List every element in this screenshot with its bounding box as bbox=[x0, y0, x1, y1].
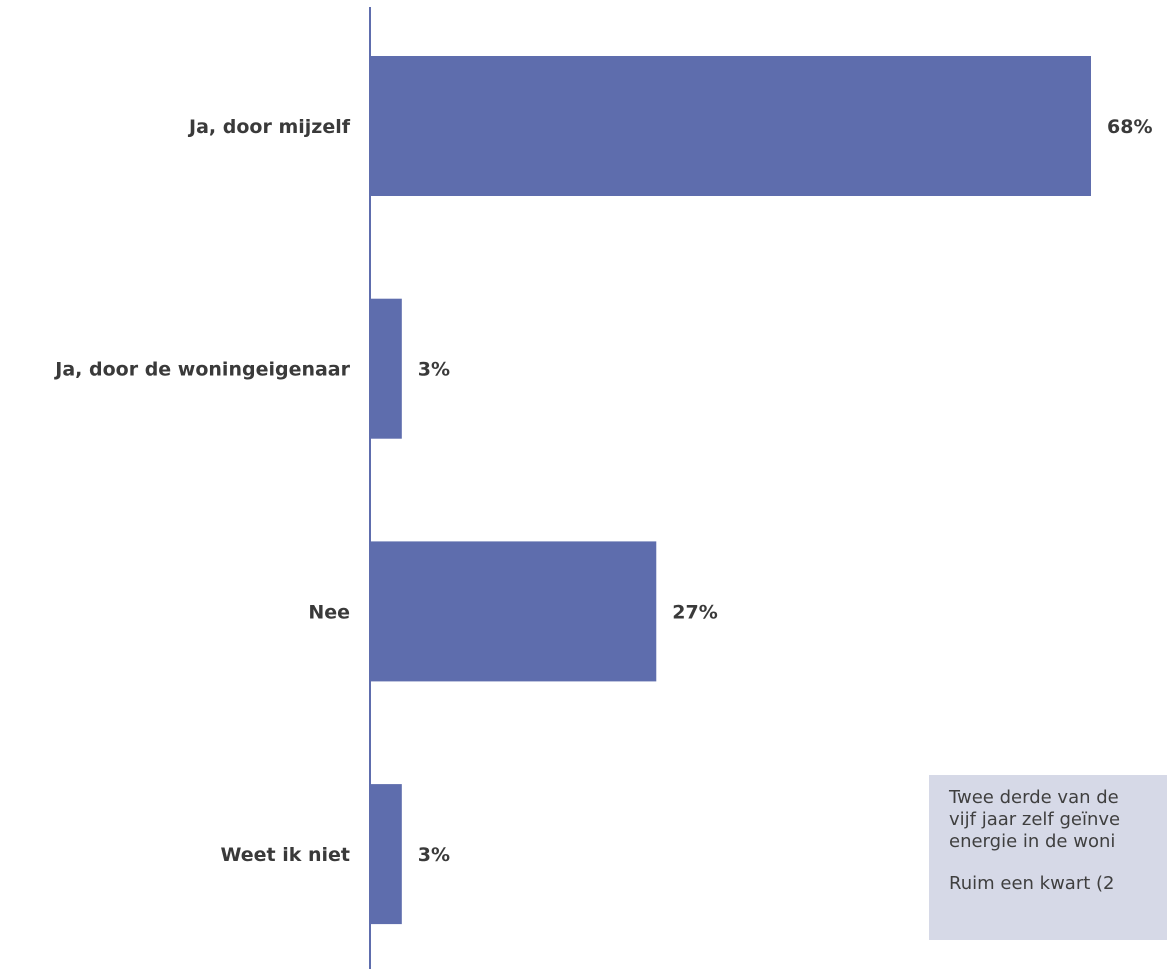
value-label-nee: 27% bbox=[672, 601, 717, 623]
bar-weet-ik-niet bbox=[370, 784, 402, 925]
bar-nee bbox=[370, 541, 657, 682]
category-label-nee: Nee bbox=[308, 601, 350, 623]
value-labels: 68% 3% 27% 3% bbox=[418, 116, 1153, 866]
value-label-weet-ik-niet: 3% bbox=[418, 844, 450, 866]
bar-ja-door-de-woningeigenaar bbox=[370, 298, 402, 439]
bars-group bbox=[370, 56, 1091, 925]
annotation-line-1: Twee derde van de bbox=[949, 787, 1119, 808]
value-label-ja-door-mijzelf: 68% bbox=[1107, 116, 1152, 138]
annotation-line-2: vijf jaar zelf geïnve bbox=[949, 809, 1121, 830]
annotation-box: Twee derde van de vijf jaar zelf geïnve … bbox=[929, 775, 1167, 940]
bar-ja-door-mijzelf bbox=[370, 56, 1091, 196]
category-label-ja-door-mijzelf: Ja, door mijzelf bbox=[187, 116, 351, 138]
category-labels: Ja, door mijzelf Ja, door de woningeigena… bbox=[53, 116, 350, 866]
annotation-line-3: energie in de woni bbox=[949, 831, 1116, 852]
category-label-weet-ik-niet: Weet ik niet bbox=[220, 844, 350, 866]
value-label-ja-door-de-woningeigenaar: 3% bbox=[418, 359, 450, 381]
category-label-ja-door-de-woningeigenaar: Ja, door de woningeigenaar bbox=[53, 359, 350, 381]
annotation-line-4: Ruim een kwart (2 bbox=[949, 873, 1115, 894]
